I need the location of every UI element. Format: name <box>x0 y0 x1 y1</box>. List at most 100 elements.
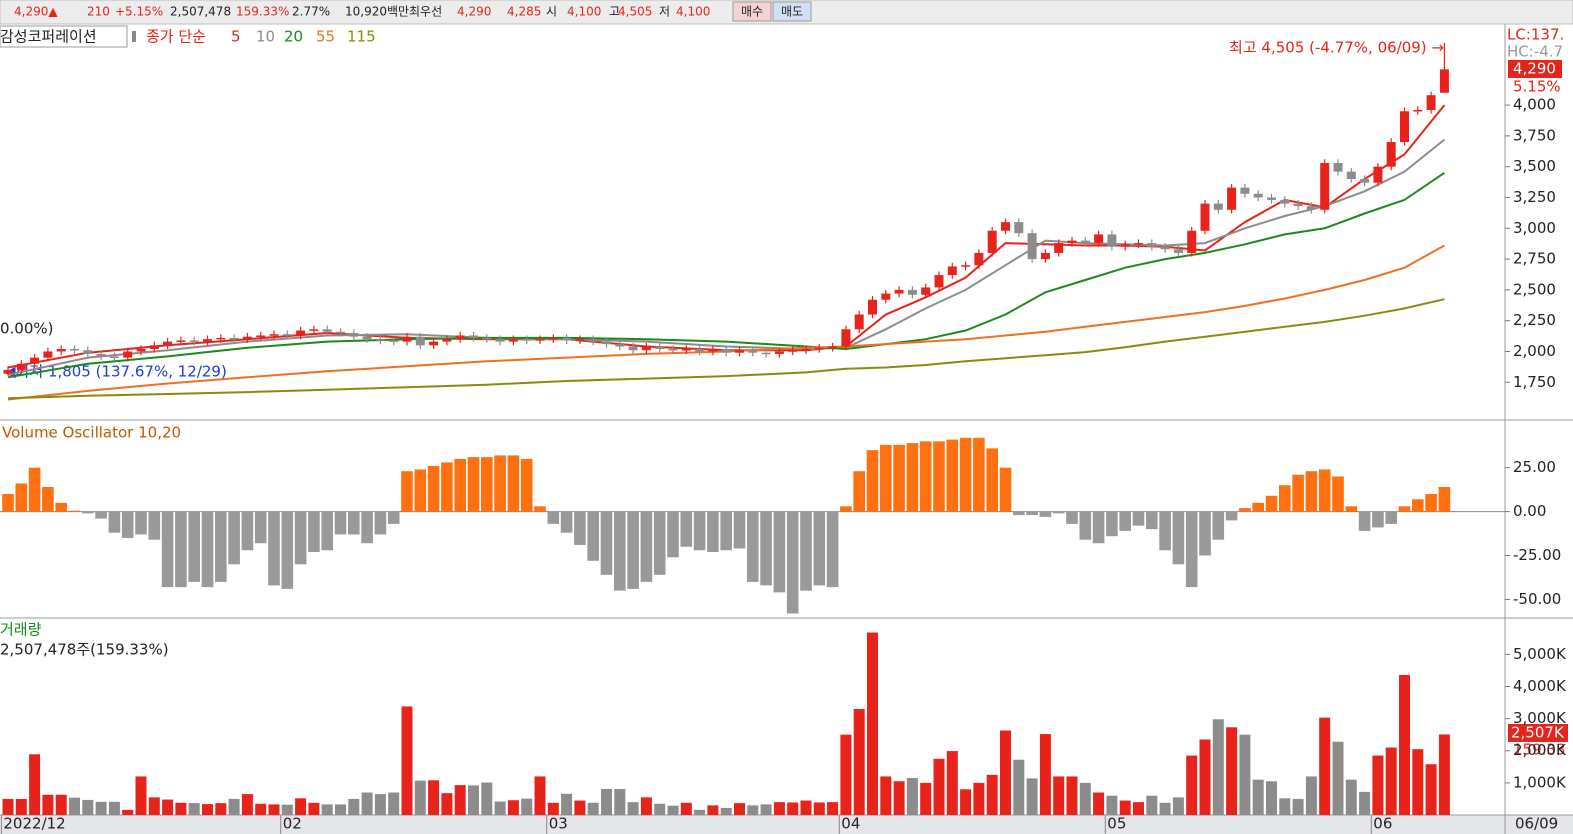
volume-bar <box>1385 747 1397 815</box>
candle-body <box>814 347 824 350</box>
volume-bar <box>308 802 320 815</box>
volume-bar <box>428 780 440 815</box>
volume-bar <box>335 804 346 815</box>
osc-bar <box>2 494 14 512</box>
candle-body <box>349 332 359 337</box>
osc-bar <box>481 457 493 512</box>
ma-legend: 5 <box>231 28 241 46</box>
osc-bar <box>1318 469 1331 512</box>
candle-body <box>203 339 212 342</box>
y-tick-label: 4,000K <box>1513 677 1567 695</box>
osc-bar <box>321 511 333 551</box>
candle-body <box>362 336 372 340</box>
osc-bar <box>1305 471 1318 512</box>
y-tick-label: 25.00 <box>1513 458 1556 476</box>
volume-bar <box>1359 791 1371 815</box>
volume-bar <box>960 789 972 815</box>
volume-bar <box>95 801 107 815</box>
y-tick-label: 3,000 <box>1513 219 1556 237</box>
candle-body <box>1107 234 1117 247</box>
volume-bar <box>1039 734 1051 815</box>
volume-bar <box>707 805 719 815</box>
x-tick-label: 03 <box>549 815 568 833</box>
candle-body <box>1386 142 1396 167</box>
volume-bar <box>561 793 573 815</box>
osc-title: Volume Oscillator 10,20 <box>2 424 181 442</box>
volume-bar <box>1053 776 1065 815</box>
osc-bar <box>680 511 693 547</box>
osc-bar <box>1252 502 1264 512</box>
x-tick-label: 04 <box>841 815 860 833</box>
osc-bar <box>281 511 294 589</box>
osc-bar <box>826 511 839 588</box>
osc-bar <box>866 450 879 512</box>
volume-bar <box>361 792 373 815</box>
volume-bar <box>228 798 240 815</box>
volume-bar <box>867 632 878 815</box>
volume-bar <box>800 800 812 815</box>
volume-bar <box>255 803 267 815</box>
candle-body <box>1054 243 1064 253</box>
candle-body <box>801 349 811 351</box>
info-item: 210 <box>87 5 110 19</box>
candle-body <box>562 337 572 341</box>
osc-bar <box>1119 511 1131 531</box>
last-price-box <box>1508 60 1562 78</box>
candle-body <box>575 339 585 341</box>
y-tick-label: 3,500 <box>1513 157 1556 175</box>
moving-average <box>7 104 1446 369</box>
volume-ratio: 159.33 <box>1513 741 1566 759</box>
candle-body <box>1067 240 1077 244</box>
info-item: 2.77% <box>292 5 330 19</box>
osc-bar <box>1438 487 1451 512</box>
info-item: 4,505 <box>618 5 652 19</box>
volume-bar <box>401 706 413 815</box>
osc-bar <box>427 465 440 512</box>
osc-bar <box>1345 506 1358 512</box>
osc-bar <box>1066 511 1078 524</box>
volume-bar <box>933 758 945 815</box>
osc-bar <box>919 441 932 512</box>
osc-bar <box>547 511 560 524</box>
x-tick-label: 2022/12 <box>3 815 65 833</box>
ma-legend: 55 <box>316 28 335 46</box>
info-item: 4,290 <box>457 5 491 19</box>
osc-bar <box>215 511 227 582</box>
volume-bar <box>1066 776 1078 815</box>
volume-bar <box>680 802 692 815</box>
osc-bar <box>374 511 387 535</box>
osc-bar <box>1358 511 1371 531</box>
order-button-label[interactable]: 매수 <box>741 5 763 19</box>
osc-bar <box>1412 499 1424 512</box>
osc-bar <box>760 511 772 586</box>
volume-bar <box>946 751 958 815</box>
volume-bar <box>853 708 865 815</box>
order-button[interactable] <box>732 1 772 22</box>
osc-bar <box>308 511 320 552</box>
candle-body <box>216 337 226 340</box>
candle-body <box>429 341 439 346</box>
candle-body <box>1147 243 1157 247</box>
candle-body <box>1027 233 1037 260</box>
osc-bar <box>653 511 666 575</box>
volume-bar <box>481 782 493 815</box>
osc-bar <box>507 455 520 512</box>
info-item: 4,285 <box>507 5 541 19</box>
candle-body <box>828 346 838 349</box>
order-button-label[interactable]: 매도 <box>781 5 803 19</box>
volume-bar <box>122 809 134 815</box>
osc-bar <box>1265 495 1278 512</box>
osc-bar <box>1172 511 1185 565</box>
volume-bar <box>1438 734 1450 815</box>
order-button[interactable] <box>772 1 812 22</box>
candle-body <box>282 334 292 336</box>
candle-body <box>1346 171 1356 179</box>
candle-body <box>921 287 931 295</box>
osc-bar <box>773 511 786 593</box>
candle-body <box>375 339 385 341</box>
candle-body <box>1400 111 1409 143</box>
y-tick-label: -50.00 <box>1513 590 1561 608</box>
osc-bar <box>813 511 826 586</box>
volume-bar <box>734 803 745 815</box>
volume-bar <box>268 804 280 815</box>
